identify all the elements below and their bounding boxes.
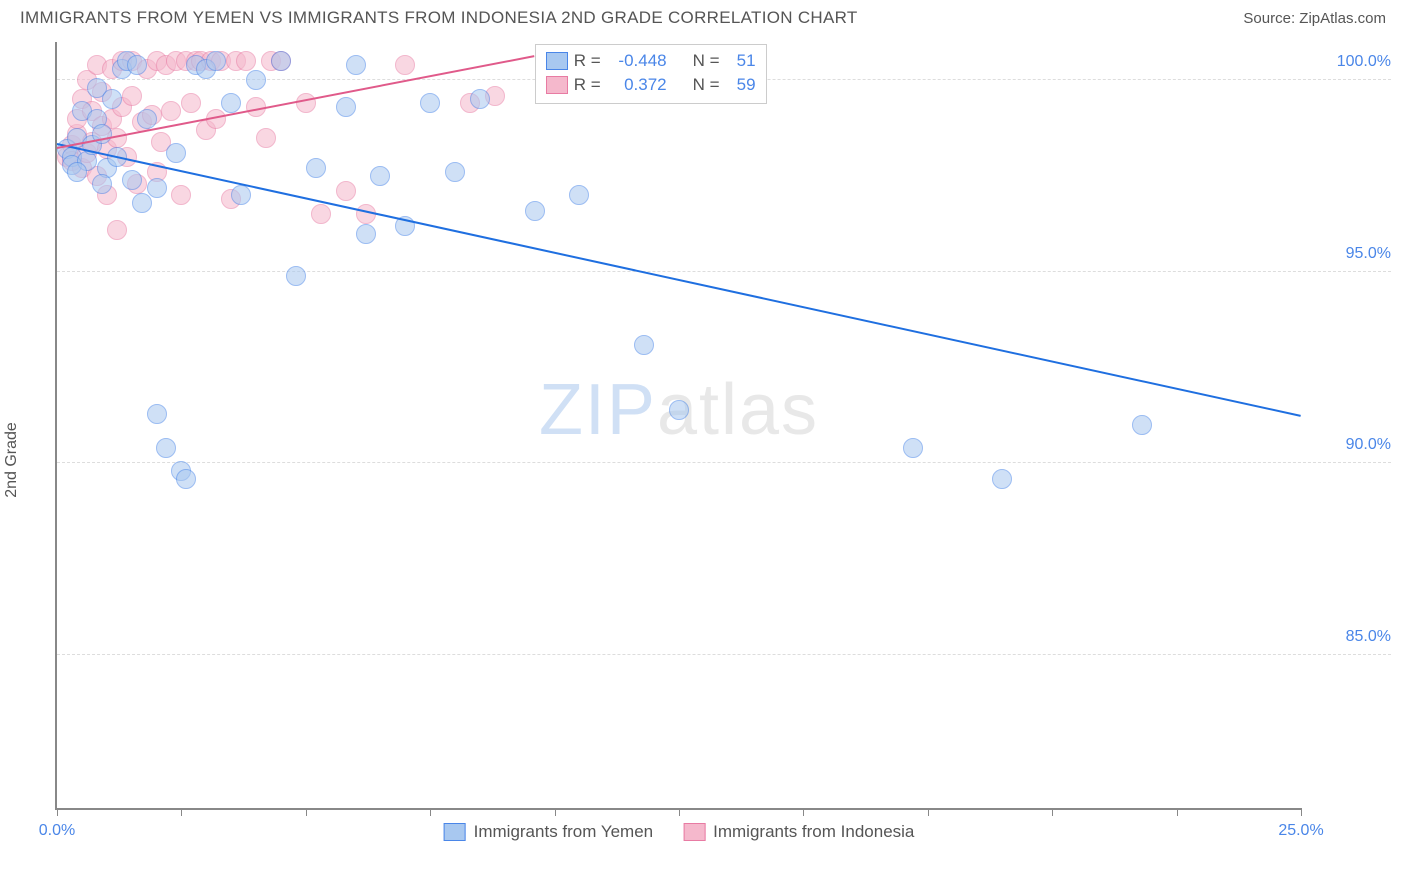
data-point [306, 158, 326, 178]
data-point [356, 204, 376, 224]
data-point [171, 185, 191, 205]
data-point [102, 89, 122, 109]
x-tick [803, 808, 804, 816]
y-axis-label: 2nd Grade [3, 422, 21, 498]
data-point [336, 181, 356, 201]
legend-r-label: R = [574, 73, 601, 97]
source-attribution: Source: ZipAtlas.com [1243, 10, 1386, 27]
x-tick [928, 808, 929, 816]
data-point [92, 174, 112, 194]
legend-swatch [546, 76, 568, 94]
legend-item: Immigrants from Indonesia [683, 822, 914, 842]
data-point [296, 93, 316, 113]
x-tick [1177, 808, 1178, 816]
data-point [122, 86, 142, 106]
data-point [395, 55, 415, 75]
legend-series-label: Immigrants from Indonesia [713, 822, 914, 842]
gridline [57, 462, 1391, 463]
series-legend: Immigrants from Yemen Immigrants from Ind… [444, 822, 915, 842]
data-point [669, 400, 689, 420]
data-point [470, 89, 490, 109]
data-point [992, 469, 1012, 489]
data-point [370, 166, 390, 186]
chart-header: IMMIGRANTS FROM YEMEN VS IMMIGRANTS FROM… [0, 0, 1406, 32]
data-point [256, 128, 276, 148]
y-tick-label: 95.0% [1311, 245, 1391, 263]
data-point [176, 469, 196, 489]
data-point [271, 51, 291, 71]
data-point [132, 193, 152, 213]
data-point [1132, 415, 1152, 435]
data-point [525, 201, 545, 221]
legend-swatch [444, 823, 466, 841]
data-point [206, 51, 226, 71]
x-tick-label: 25.0% [1278, 822, 1323, 840]
legend-r-value: 0.372 [607, 73, 667, 97]
y-tick-label: 90.0% [1311, 436, 1391, 454]
data-point [137, 109, 157, 129]
legend-r-value: -0.448 [607, 49, 667, 73]
gridline [57, 271, 1391, 272]
x-tick [555, 808, 556, 816]
legend-item: Immigrants from Yemen [444, 822, 654, 842]
data-point [67, 162, 87, 182]
data-point [346, 55, 366, 75]
data-point [311, 204, 331, 224]
data-point [634, 335, 654, 355]
watermark-zip: ZIP [539, 370, 657, 450]
y-tick-label: 100.0% [1311, 53, 1391, 71]
data-point [246, 70, 266, 90]
data-point [569, 185, 589, 205]
x-tick [679, 808, 680, 816]
x-tick [181, 808, 182, 816]
chart-title: IMMIGRANTS FROM YEMEN VS IMMIGRANTS FROM… [20, 8, 858, 28]
data-point [156, 438, 176, 458]
source-prefix: Source: [1243, 10, 1299, 27]
x-tick [1301, 808, 1302, 816]
correlation-legend: R = -0.448 N = 51 R = 0.372 N = 59 [535, 44, 767, 104]
legend-row: R = -0.448 N = 51 [546, 49, 756, 73]
x-tick [1052, 808, 1053, 816]
data-point [903, 438, 923, 458]
x-tick-label: 0.0% [39, 822, 75, 840]
legend-swatch [546, 52, 568, 70]
data-point [236, 51, 256, 71]
x-tick [57, 808, 58, 816]
legend-n-label: N = [693, 73, 720, 97]
data-point [122, 170, 142, 190]
gridline [57, 654, 1391, 655]
legend-n-label: N = [693, 49, 720, 73]
legend-n-value: 59 [726, 73, 756, 97]
y-tick-label: 85.0% [1311, 628, 1391, 646]
plot-area: ZIPatlas Immigrants from YemenImmigrants… [55, 42, 1301, 810]
data-point [445, 162, 465, 182]
data-point [336, 97, 356, 117]
data-point [356, 224, 376, 244]
data-point [147, 178, 167, 198]
x-tick [306, 808, 307, 816]
data-point [221, 93, 241, 113]
legend-r-label: R = [574, 49, 601, 73]
chart-container: 2nd Grade ZIPatlas Immigrants from Yemen… [0, 32, 1406, 870]
legend-row: R = 0.372 N = 59 [546, 73, 756, 97]
data-point [286, 266, 306, 286]
data-point [420, 93, 440, 113]
x-tick [430, 808, 431, 816]
legend-series-label: Immigrants from Yemen [474, 822, 654, 842]
source-link[interactable]: ZipAtlas.com [1299, 10, 1386, 27]
legend-swatch [683, 823, 705, 841]
data-point [181, 93, 201, 113]
data-point [166, 143, 186, 163]
legend-n-value: 51 [726, 49, 756, 73]
data-point [107, 220, 127, 240]
data-point [161, 101, 181, 121]
data-point [147, 404, 167, 424]
data-point [127, 55, 147, 75]
trend-line [57, 143, 1301, 417]
data-point [231, 185, 251, 205]
